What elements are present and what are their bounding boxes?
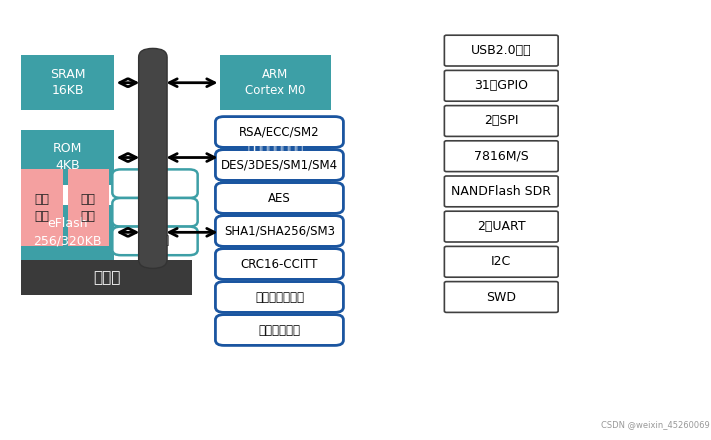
FancyBboxPatch shape xyxy=(112,227,198,255)
Text: SHA1/SHA256/SM3: SHA1/SHA256/SM3 xyxy=(224,224,335,238)
FancyBboxPatch shape xyxy=(21,260,192,295)
FancyBboxPatch shape xyxy=(215,216,343,246)
FancyBboxPatch shape xyxy=(112,198,198,227)
Text: ARM
Cortex M0: ARM Cortex M0 xyxy=(245,67,306,98)
Text: 7816M/S: 7816M/S xyxy=(474,150,529,163)
Text: 2路SPI: 2路SPI xyxy=(484,114,518,128)
FancyBboxPatch shape xyxy=(215,315,343,345)
FancyBboxPatch shape xyxy=(220,130,331,185)
Text: 定时器: 定时器 xyxy=(144,177,166,190)
FancyBboxPatch shape xyxy=(444,246,558,277)
Text: PLL: PLL xyxy=(145,206,165,219)
FancyBboxPatch shape xyxy=(21,205,114,260)
FancyBboxPatch shape xyxy=(444,106,558,136)
Text: SWD: SWD xyxy=(486,290,516,304)
Text: 储存管理保护单元
MPU: 储存管理保护单元 MPU xyxy=(247,142,304,172)
FancyBboxPatch shape xyxy=(444,141,558,172)
FancyBboxPatch shape xyxy=(215,183,343,213)
Text: USB2.0全速: USB2.0全速 xyxy=(471,44,532,57)
FancyBboxPatch shape xyxy=(444,35,558,66)
FancyBboxPatch shape xyxy=(68,169,109,246)
FancyBboxPatch shape xyxy=(215,282,343,312)
FancyBboxPatch shape xyxy=(215,117,343,147)
Text: NANDFlash SDR: NANDFlash SDR xyxy=(451,185,551,198)
FancyBboxPatch shape xyxy=(21,169,63,246)
Text: ROM
4KB: ROM 4KB xyxy=(53,142,82,172)
Text: DMA
Controller: DMA Controller xyxy=(246,217,305,247)
FancyBboxPatch shape xyxy=(444,282,558,312)
Text: 31个GPIO: 31个GPIO xyxy=(474,79,528,92)
FancyBboxPatch shape xyxy=(112,169,198,198)
FancyBboxPatch shape xyxy=(444,211,558,242)
Text: RSA/ECC/SM2: RSA/ECC/SM2 xyxy=(239,125,320,139)
Text: CSDN @weixin_45260069: CSDN @weixin_45260069 xyxy=(601,420,710,429)
Text: 电源
管理: 电源 管理 xyxy=(80,193,96,223)
FancyBboxPatch shape xyxy=(21,55,114,110)
Text: DES/3DES/SM1/SM4: DES/3DES/SM1/SM4 xyxy=(221,158,338,172)
FancyBboxPatch shape xyxy=(220,205,331,260)
Text: AES: AES xyxy=(268,191,291,205)
FancyBboxPatch shape xyxy=(215,150,343,180)
Text: 安全检测保护: 安全检测保护 xyxy=(258,323,301,337)
Text: 低功耗: 低功耗 xyxy=(93,270,120,285)
Text: 2路UART: 2路UART xyxy=(477,220,525,233)
FancyBboxPatch shape xyxy=(139,48,167,268)
Text: 中断控制: 中断控制 xyxy=(141,235,169,247)
FancyBboxPatch shape xyxy=(21,130,114,185)
Text: CRC16-CCITT: CRC16-CCITT xyxy=(240,257,319,271)
Text: SRAM
16KB: SRAM 16KB xyxy=(50,67,85,98)
Text: 片内
晶振: 片内 晶振 xyxy=(34,193,50,223)
FancyBboxPatch shape xyxy=(444,70,558,101)
Text: I2C: I2C xyxy=(491,255,511,268)
FancyBboxPatch shape xyxy=(444,176,558,207)
FancyBboxPatch shape xyxy=(215,249,343,279)
Text: eFlash
256/320KB: eFlash 256/320KB xyxy=(33,217,102,247)
FancyBboxPatch shape xyxy=(220,55,331,110)
Text: 真随机数发生器: 真随机数发生器 xyxy=(255,290,304,304)
